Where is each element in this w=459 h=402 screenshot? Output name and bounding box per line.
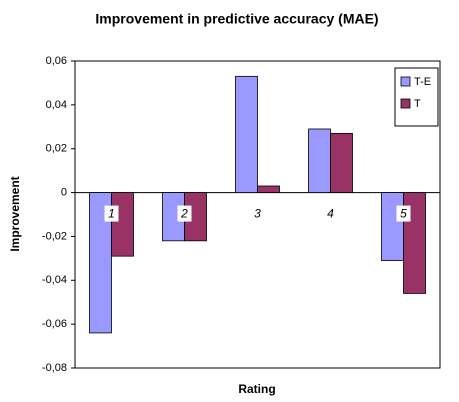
plot-area xyxy=(74,60,441,369)
y-tick-label: 0,06 xyxy=(46,55,67,67)
bar xyxy=(235,75,258,193)
category-label-bg xyxy=(396,205,411,222)
bar xyxy=(89,192,112,334)
legend-label: T xyxy=(414,98,421,110)
y-tick-label: 0,04 xyxy=(46,99,67,111)
category-label-bg xyxy=(177,205,192,222)
category-label-bg xyxy=(104,205,119,222)
x-axis-title: Rating xyxy=(238,382,275,396)
chart-title: Improvement in predictive accuracy (MAE) xyxy=(95,11,378,27)
category-label-bg xyxy=(250,205,265,222)
legend-swatch xyxy=(400,98,411,109)
x-tick-label: 2 xyxy=(180,207,188,221)
bar xyxy=(111,192,134,257)
x-tick-label: 5 xyxy=(400,207,407,221)
bar xyxy=(381,192,404,261)
y-tick-label: -0,02 xyxy=(42,230,67,242)
x-tick-label: 1 xyxy=(108,207,115,221)
bar xyxy=(308,128,331,193)
category-label-bg xyxy=(323,205,338,222)
y-tick-label: -0,08 xyxy=(42,362,67,374)
y-tick-label: 0 xyxy=(61,186,67,198)
bar xyxy=(257,185,280,193)
legend-swatch xyxy=(400,76,411,87)
y-tick-label: 0,02 xyxy=(46,143,67,155)
y-tick-label: -0,06 xyxy=(42,318,67,330)
bar xyxy=(330,132,353,193)
x-tick-label: 4 xyxy=(327,207,334,221)
legend-label: T-E xyxy=(414,76,431,88)
y-tick-label: -0,04 xyxy=(42,274,67,286)
x-tick-label: 3 xyxy=(254,207,261,221)
y-axis-title: Improvement xyxy=(8,176,22,251)
